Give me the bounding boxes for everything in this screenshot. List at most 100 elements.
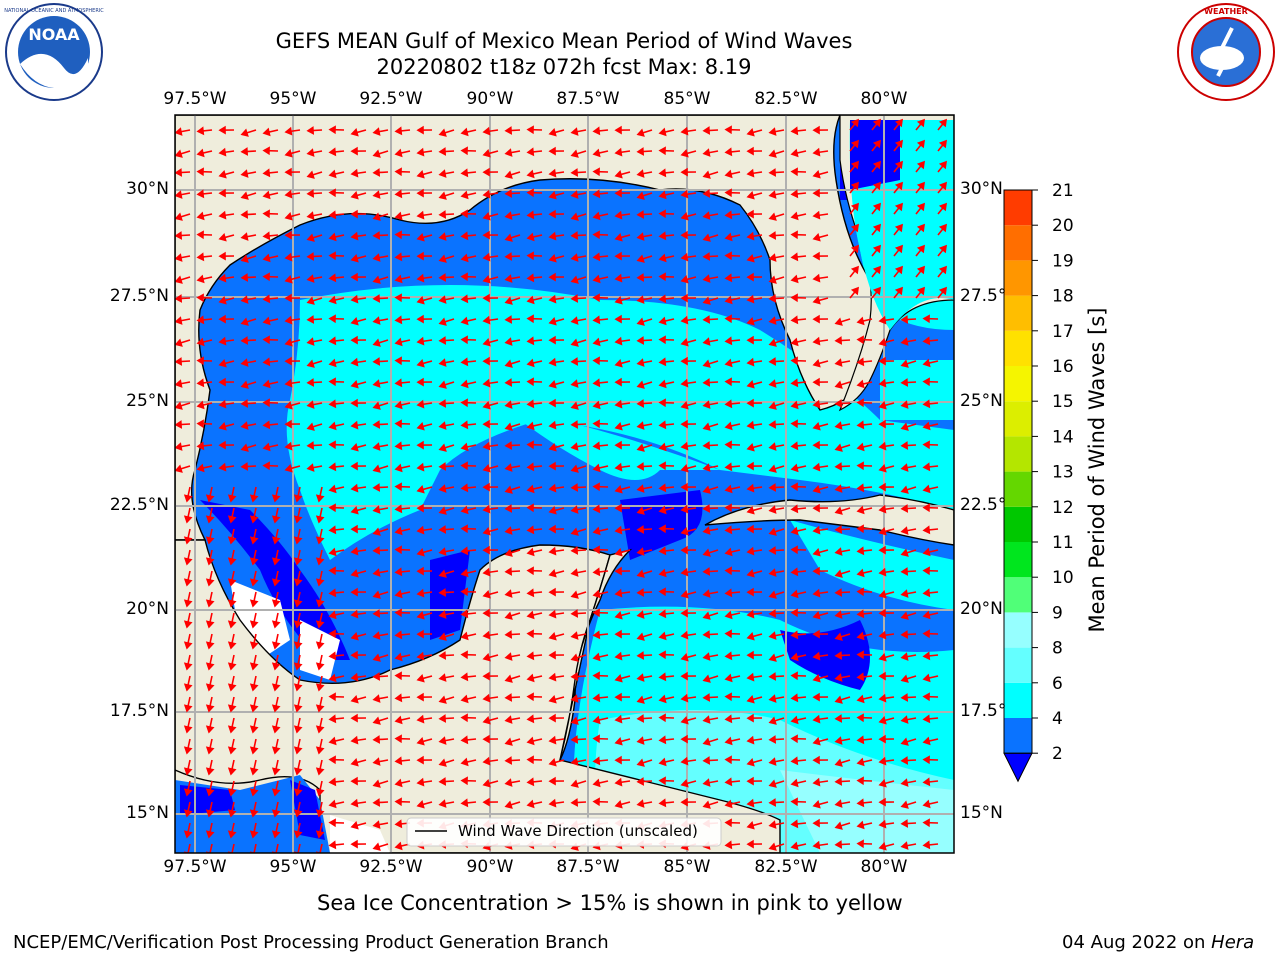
wind-arrow-head — [293, 536, 303, 545]
wind-arrow-head — [768, 798, 777, 807]
wind-arrow-head — [724, 755, 732, 765]
wind-arrow-head — [548, 461, 556, 471]
wind-arrow-head — [394, 608, 402, 618]
wind-arrow-head — [504, 715, 513, 724]
wind-arrow-head — [570, 757, 579, 766]
wind-arrow-head — [812, 188, 820, 198]
wind-arrow-head — [592, 652, 601, 662]
wind-arrow-head — [812, 629, 820, 639]
wind-arrow-head — [850, 286, 859, 296]
wind-arrow-head — [768, 338, 777, 347]
wind-arrow-head — [938, 181, 947, 191]
wind-arrow-head — [548, 569, 557, 578]
wind-arrow-head — [240, 273, 249, 282]
wind-arrow-head — [350, 569, 359, 578]
wind-arrow-head — [856, 379, 865, 389]
wind-arrow-head — [592, 356, 600, 366]
wind-arrow-head — [350, 209, 358, 219]
wind-arrow-head — [724, 566, 732, 576]
wind-arrow-head — [328, 399, 337, 409]
wind-arrow-head — [240, 147, 249, 156]
colorbar-tick-label: 20 — [1052, 216, 1074, 236]
wind-arrow-head — [482, 126, 491, 136]
wind-arrow-head — [350, 776, 358, 786]
wind-arrow-head — [636, 610, 645, 619]
wind-arrow-head — [504, 737, 513, 746]
wind-arrow-head — [372, 442, 381, 451]
wind-arrow-head — [938, 118, 947, 128]
wind-arrow-head — [372, 357, 381, 366]
wind-arrow — [253, 843, 257, 853]
wind-arrow-head — [614, 548, 623, 557]
wind-arrow-head — [724, 525, 733, 535]
wind-arrow-head — [872, 118, 881, 128]
wind-arrow-head — [938, 139, 947, 149]
wind-arrow-head — [205, 494, 215, 503]
wind-arrow-head — [922, 777, 931, 787]
wind-arrow-head — [350, 317, 359, 326]
wind-arrow-head — [768, 420, 777, 429]
wind-arrow-head — [438, 588, 447, 597]
wind-arrow-head — [350, 821, 359, 830]
wind-arrow-head — [249, 767, 259, 776]
wind-arrow — [209, 843, 213, 853]
wind-arrow-head — [460, 335, 468, 345]
wind-arrow-head — [175, 231, 183, 240]
wind-arrow-head — [315, 662, 325, 671]
wind-arrow-head — [306, 189, 315, 198]
wind-arrow-head — [570, 253, 579, 262]
wind-arrow-head — [350, 839, 358, 849]
wind-arrow-head — [438, 210, 447, 219]
lat-label-left: 30°N — [126, 179, 169, 199]
wind-arrow-head — [460, 757, 469, 767]
wind-arrow-head — [218, 233, 227, 242]
wind-arrow-head — [293, 599, 303, 608]
wind-arrow-head — [922, 377, 930, 387]
wind-arrow-head — [284, 212, 293, 221]
wind-arrow-head — [394, 482, 402, 492]
wind-arrow-head — [350, 380, 359, 389]
wind-arrow-head — [183, 809, 193, 818]
wind-arrow-head — [394, 652, 403, 662]
wind-arrow-head — [315, 620, 325, 629]
wind-arrow-head — [416, 336, 425, 346]
wind-arrow-head — [790, 378, 799, 388]
wind-arrow-head — [878, 338, 887, 347]
wind-arrow-head — [328, 673, 337, 683]
wind-arrow-head — [702, 315, 711, 324]
wind-arrow-head — [658, 757, 667, 767]
wind-arrow-head — [249, 641, 259, 650]
wind-arrow-head — [394, 189, 403, 199]
wind-arrow-head — [636, 273, 645, 282]
wind-arrow-head — [227, 704, 237, 713]
wind-arrow-head — [271, 494, 281, 503]
wind-arrow-head — [262, 253, 271, 263]
wind-arrow-head — [394, 126, 403, 136]
wind-arrow-head — [416, 210, 425, 220]
noaa-logo: NOAA NATIONAL OCEANIC AND ATMOSPHERIC — [4, 3, 104, 101]
wind-arrow-head — [350, 335, 358, 345]
wind-arrow-head — [746, 168, 755, 178]
wind-arrow-head — [746, 357, 755, 367]
wind-arrow-head — [306, 170, 315, 179]
wind-arrow-head — [746, 461, 754, 471]
wind-arrow-head — [922, 503, 930, 513]
wind-arrow-head — [218, 170, 227, 179]
wind-arrow-head — [205, 662, 215, 671]
wind-arrow-head — [416, 548, 425, 557]
wind-arrow-head — [702, 337, 711, 346]
wind-arrow-head — [306, 378, 315, 387]
wind-arrow-head — [922, 588, 931, 598]
wind-arrow-head — [724, 421, 733, 431]
wind-arrow-head — [394, 693, 403, 703]
wind-arrow — [275, 843, 279, 853]
wind-arrow-head — [746, 272, 754, 282]
wind-arrow-head — [293, 809, 303, 818]
wind-arrow-head — [196, 378, 205, 388]
wind-arrow-head — [724, 232, 733, 242]
wind-arrow-head — [570, 798, 579, 807]
wind-arrow-head — [614, 674, 623, 683]
noaa-logo-text: NOAA — [28, 25, 80, 44]
wind-arrow-head — [416, 440, 424, 450]
colorbar-segment — [1004, 436, 1032, 472]
